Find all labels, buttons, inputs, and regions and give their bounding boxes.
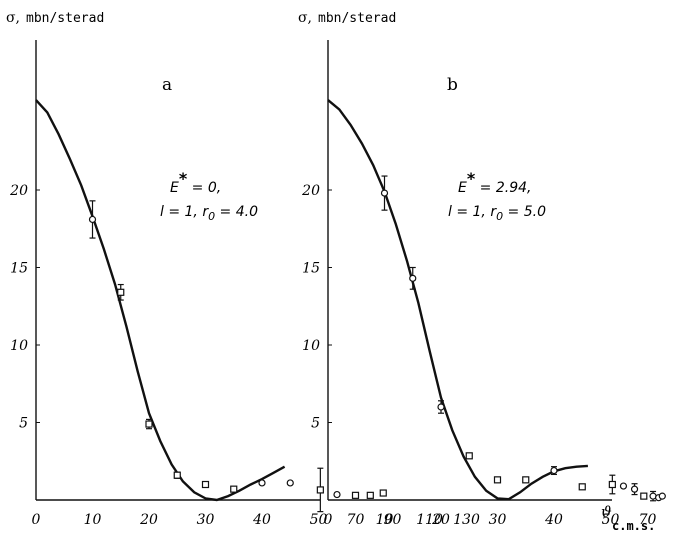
panel-b-x-tick-label: 70 — [639, 512, 657, 528]
panel-a-letter: a — [162, 75, 172, 95]
panel-b-data-point — [465, 452, 473, 460]
panel-a-data-point — [230, 485, 238, 493]
panel-b-x-tick-label: 10 — [376, 512, 394, 528]
panel-b-data-point — [550, 466, 558, 475]
panel-b-x-tick-label: 40 — [544, 512, 563, 528]
panel-a-data-point — [316, 486, 324, 494]
panel-a-x-tick-label: 30 — [197, 512, 215, 528]
panel-a-data-point — [201, 480, 210, 489]
panel-a-annot-sub: 0 — [208, 210, 215, 223]
panel-b-annotation-line1: E* = 2.94, — [458, 169, 532, 196]
panel-b-annot-e: E — [458, 180, 467, 196]
panel-b-y-tick-label: 20 — [301, 183, 320, 199]
panel-a: σ, mbn/sterad a E* = 0, l = 1, r0 = 4.0 … — [6, 10, 480, 528]
panel-b-data-point — [437, 403, 445, 411]
panel-a-x-tick-label: 70 — [347, 512, 365, 528]
panel-a-annot-l: l = 1, r — [160, 204, 209, 220]
panel-a-data-point — [333, 490, 341, 499]
panel-b-data-point — [658, 492, 666, 500]
panel-b-data-point — [608, 480, 616, 489]
panel-b-data-point — [640, 492, 648, 500]
panel-a-y-tick-label: 5 — [19, 416, 28, 432]
panel-a-data-point — [88, 215, 97, 224]
panel-b-theory-curve — [327, 99, 588, 501]
panel-a-annot-e: E — [170, 180, 179, 196]
panel-a-data-point — [145, 420, 153, 428]
panel-b-annot-e-value: = 2.94, — [475, 180, 531, 196]
panel-b-x-tick-label: 20 — [431, 512, 450, 528]
panel-a-y-tick-label: 15 — [10, 261, 28, 277]
panel-b-data-point — [380, 189, 389, 197]
panel-b-y-tick-label: 5 — [311, 416, 320, 432]
panel-a-y-tick-label: 10 — [10, 338, 28, 354]
panel-a-annot-star: * — [179, 169, 188, 188]
panel-a-x-tick-label: 130 — [453, 512, 480, 528]
panel-a-x-tick-label: 50 — [310, 512, 328, 528]
panel-a-x-tick-label: 110 — [416, 512, 443, 528]
panel-a-data-point — [258, 479, 266, 487]
panel-b-y-tick-label: 10 — [302, 338, 320, 354]
panel-b-annot-r-value: = 5.0 — [503, 204, 546, 220]
x-axis-label-subscript: c.m.s. — [612, 519, 655, 533]
panel-a-annot-e-value: = 0, — [187, 180, 221, 196]
panel-b-annot-star: * — [467, 169, 476, 188]
panel-a-annot-r-value: = 4.0 — [215, 204, 258, 220]
panel-b-data-point — [493, 476, 502, 484]
panel-a-x-tick-label: 10 — [84, 512, 102, 528]
panel-b-letter: b — [447, 75, 458, 95]
panel-a-annotation-line1: E* = 0, — [170, 169, 221, 196]
panel-b-x-tick-label: 0 — [324, 512, 333, 528]
panel-a-data-point — [117, 288, 125, 296]
panel-b-annot-l: l = 1, r — [448, 204, 497, 220]
panel-b-ylabel-unit: mbn/sterad — [318, 11, 396, 26]
panel-a-x-tick-label: 90 — [384, 512, 402, 528]
panel-a-x-tick-label: 20 — [139, 512, 158, 528]
panel-a-theory-curve — [35, 99, 286, 502]
panel-b-ylabel-symbol: σ, — [298, 10, 312, 26]
panel-a-ylabel-unit: mbn/sterad — [26, 11, 104, 26]
panel-b-annotation-line2: l = 1, r0 = 5.0 — [448, 204, 546, 223]
panel-b-data-point — [409, 274, 417, 282]
panel-a-x-tick-label: 40 — [252, 512, 271, 528]
panel-a-data-point — [366, 491, 374, 499]
panel-a-annotation-line2: l = 1, r0 = 4.0 — [160, 204, 258, 223]
panel-b-data-point — [522, 476, 530, 484]
panel-a-ylabel-symbol: σ, — [6, 10, 20, 26]
panel-b: σ, mbn/sterad b E* = 2.94, l = 1, r0 = 5… — [298, 10, 676, 533]
panel-a-data-point — [351, 491, 360, 499]
panel-b-y-tick-label: 15 — [302, 261, 320, 277]
panel-a-data-point — [173, 471, 181, 479]
panel-b-data-point — [578, 483, 586, 491]
x-axis-label-symbol: ϑ — [601, 503, 612, 521]
panel-a-y-tick-label: 20 — [9, 183, 28, 199]
panel-a-x-tick-label: 0 — [32, 512, 41, 528]
panel-a-data-point — [286, 479, 294, 487]
panel-b-data-point — [619, 482, 628, 490]
panel-b-x-tick-label: 50 — [602, 512, 620, 528]
panel-b-x-tick-label: 30 — [489, 512, 507, 528]
panel-b-data-point — [630, 485, 639, 493]
panel-b-annot-sub: 0 — [496, 210, 503, 223]
panel-a-data-point — [379, 489, 387, 497]
